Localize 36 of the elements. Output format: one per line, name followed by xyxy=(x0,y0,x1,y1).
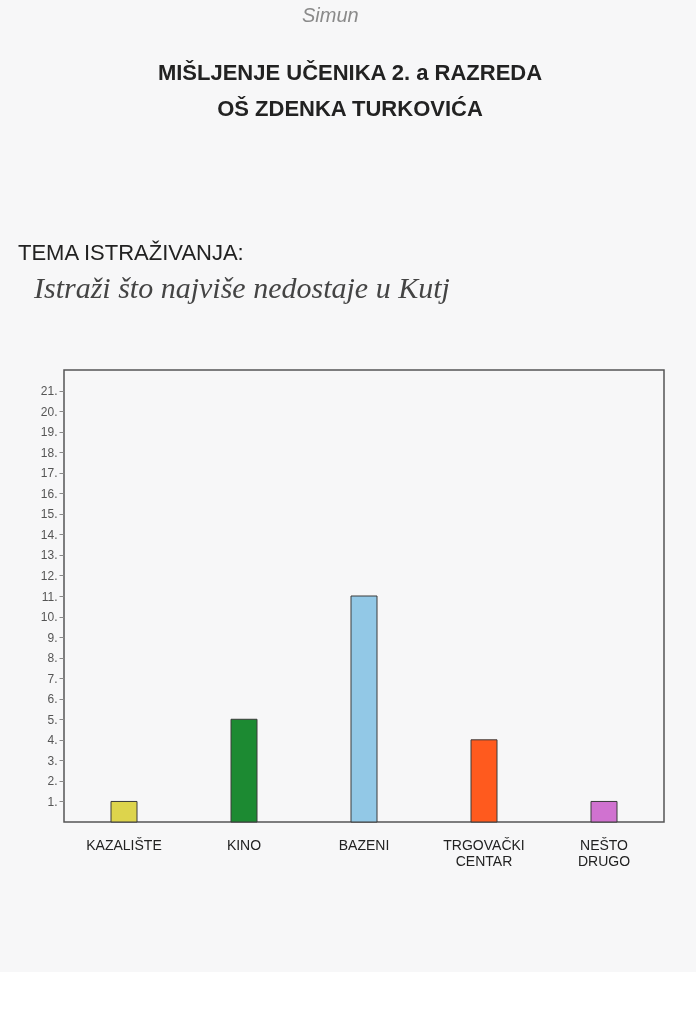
text: Istraži što najviše nedostaje u Kutj xyxy=(33,271,450,304)
chart-subtitle: OŠ ZDENKA TURKOVIĆA xyxy=(217,96,483,121)
chart-title: MIŠLJENJE UČENIKA 2. a RAZREDA xyxy=(157,60,543,85)
x-tick-label: TRGOVAČKI CENTAR xyxy=(443,836,525,869)
y-tick-label: 12. xyxy=(40,568,58,583)
y-tick-label: 21. xyxy=(40,384,58,399)
y-tick-label: 15. xyxy=(40,507,58,522)
bar xyxy=(590,800,618,823)
y-tick-label: 18. xyxy=(40,445,58,460)
bar xyxy=(230,718,258,823)
x-tick-label: KAZALIŠTE xyxy=(86,836,162,853)
x-tick-label: BAZENI xyxy=(338,836,390,853)
y-tick-label: 8. xyxy=(47,651,58,666)
x-tick-label: NEŠTO DRUGO xyxy=(577,836,631,869)
y-tick-label: 4. xyxy=(47,733,58,748)
y-tick-label: 9. xyxy=(47,630,58,645)
bar xyxy=(110,800,138,823)
y-tick-label: 7. xyxy=(47,671,58,686)
y-tick-label: 2. xyxy=(47,774,58,789)
y-tick-label: 10. xyxy=(40,610,58,625)
y-tick-label: 11. xyxy=(41,589,58,604)
y-tick-label: 6. xyxy=(47,692,58,707)
y-tick-label: 19. xyxy=(40,425,58,440)
text: Simun xyxy=(302,4,359,26)
y-tick-label: 5. xyxy=(47,712,58,727)
y-tick-label: 17. xyxy=(40,466,58,481)
y-tick-label: 14. xyxy=(40,527,58,542)
bar xyxy=(350,595,378,823)
y-tick-label: 13. xyxy=(40,548,58,563)
y-tick-label: 20. xyxy=(40,404,58,419)
bar xyxy=(470,739,498,823)
y-tick-label: 3. xyxy=(47,753,58,768)
y-tick-label: 1. xyxy=(47,794,58,809)
x-tick-label: KINO xyxy=(226,836,262,853)
y-tick-label: 16. xyxy=(40,486,58,501)
text: TEMA ISTRAŽIVANJA: xyxy=(18,240,244,265)
